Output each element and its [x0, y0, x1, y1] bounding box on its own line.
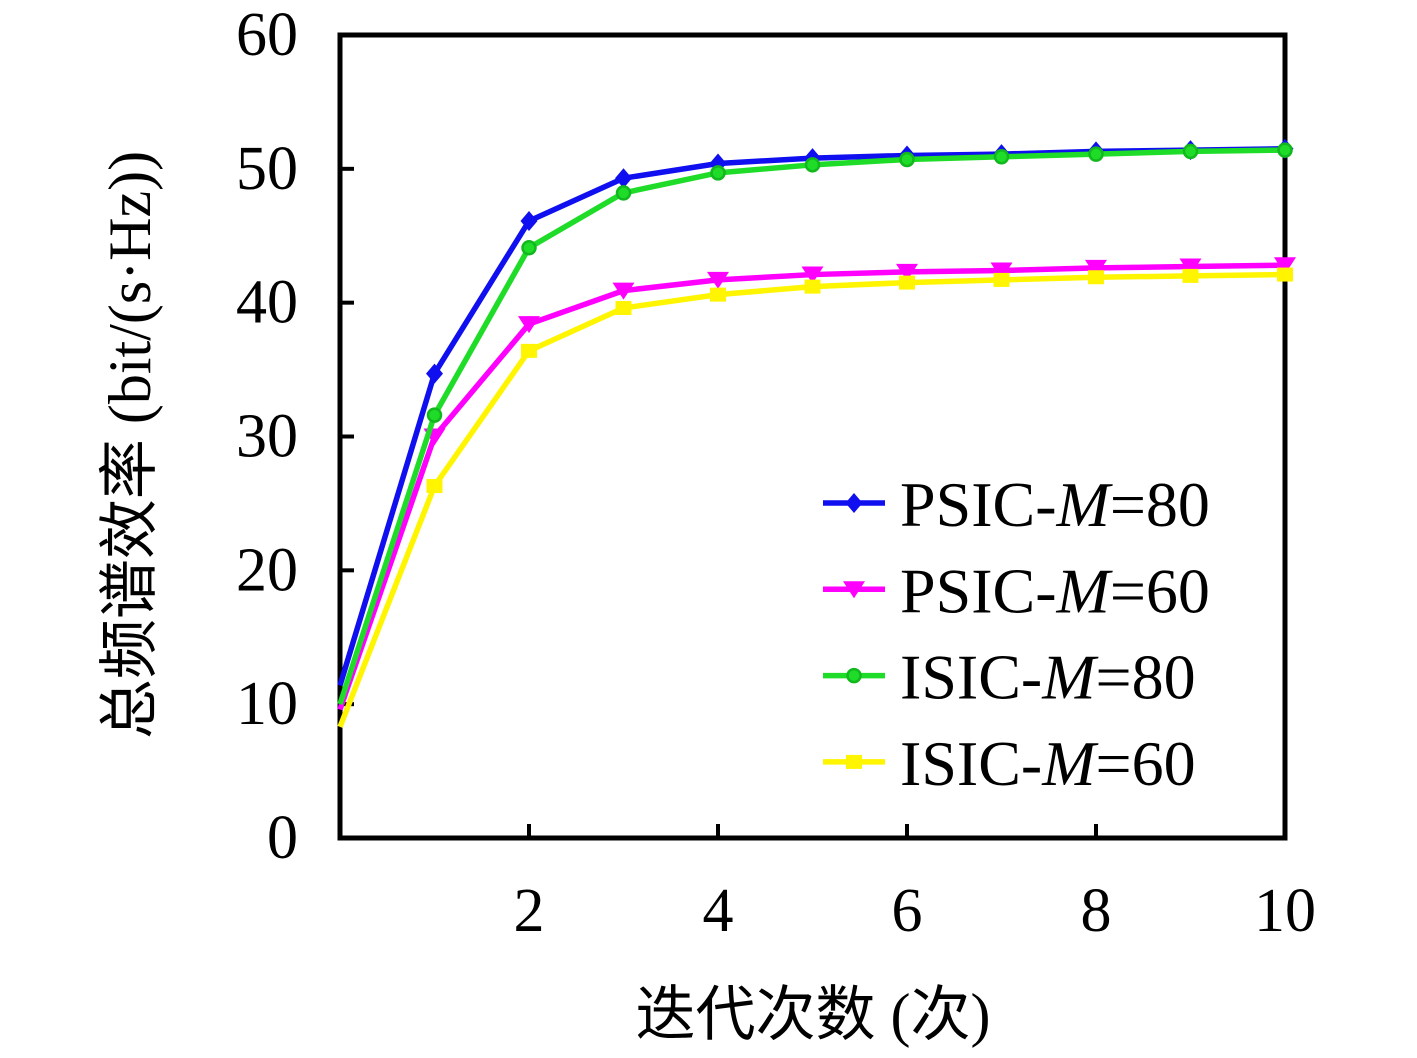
x-tick-label: 6: [892, 877, 923, 945]
circle-marker: [993, 149, 1010, 165]
series-ISIC-M=60: [337, 267, 1293, 728]
square-marker: [899, 275, 915, 290]
square-marker: [710, 287, 726, 302]
circle-marker: [615, 185, 632, 201]
triangle-down-marker: [896, 263, 918, 281]
series-ISIC-M=80: [337, 142, 1293, 706]
diamond-marker: [845, 493, 863, 513]
square-marker: [615, 301, 632, 316]
square-marker: [521, 343, 537, 358]
legend-item-PSIC-M=80: PSIC-M=80: [823, 469, 1210, 540]
y-tick-label: 40: [236, 269, 298, 337]
circle-marker: [1088, 146, 1104, 162]
y-tick-label: 50: [236, 135, 298, 203]
legend-item-ISIC-M=80: ISIC-M=80: [823, 641, 1196, 712]
triangle-down-marker: [1085, 259, 1107, 277]
y-tick-label: 60: [236, 1, 298, 69]
circle-marker: [846, 667, 862, 684]
circle-marker: [899, 151, 915, 168]
x-tick-label: 10: [1254, 877, 1316, 945]
triangle-down-marker: [1274, 257, 1296, 275]
circle-marker: [521, 240, 537, 256]
triangle-down-marker: [1179, 258, 1202, 276]
triangle-down-marker: [707, 271, 729, 289]
diamond-marker: [615, 168, 632, 189]
y-tick-label: 30: [236, 403, 298, 471]
y-tick-label: 0: [267, 804, 298, 872]
x-tick-label: 4: [703, 877, 734, 945]
legend-label: PSIC-M=60: [900, 555, 1210, 626]
triangle-down-marker: [518, 316, 540, 334]
circle-marker: [710, 165, 726, 181]
square-marker: [1277, 267, 1293, 282]
square-marker: [804, 279, 821, 294]
square-marker: [426, 479, 443, 494]
triangle-down-marker: [990, 262, 1013, 280]
legend: PSIC-M=80 PSIC-M=60 ISIC-M=80 ISIC-M=60: [823, 469, 1210, 798]
x-tick-label: 8: [1081, 877, 1112, 945]
x-tick-label: 2: [514, 877, 545, 945]
circle-marker: [1182, 143, 1199, 160]
triangle-down-marker: [843, 581, 865, 599]
x-axis-label: 迭代次数 (次): [635, 982, 991, 1048]
legend-item-ISIC-M=60: ISIC-M=60: [823, 727, 1196, 798]
legend-label: ISIC-M=60: [900, 727, 1196, 798]
diamond-marker: [520, 211, 538, 232]
legend-item-PSIC-M=60: PSIC-M=60: [823, 555, 1210, 626]
circle-marker: [426, 407, 443, 423]
legend-label: ISIC-M=80: [900, 641, 1196, 712]
y-tick-label: 10: [236, 670, 298, 738]
triangle-down-marker: [612, 282, 635, 300]
circle-marker: [804, 157, 821, 173]
square-marker: [1182, 268, 1199, 283]
triangle-down-marker: [801, 266, 824, 284]
square-marker: [846, 754, 862, 769]
diamond-marker: [426, 363, 443, 384]
y-axis-label: 总频谱效率 (bit/(s·Hz)): [97, 150, 163, 740]
y-tick-label: 20: [236, 536, 298, 604]
square-marker: [993, 272, 1010, 287]
legend-label: PSIC-M=80: [900, 469, 1210, 540]
square-marker: [1088, 270, 1104, 285]
circle-marker: [1277, 142, 1293, 158]
